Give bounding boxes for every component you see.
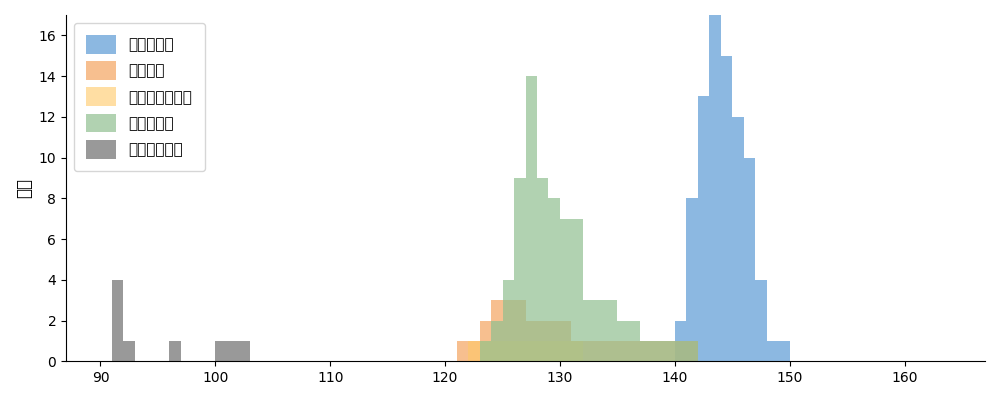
Bar: [606, 341, 617, 361]
Bar: [663, 341, 675, 361]
Bar: [457, 341, 468, 361]
Bar: [526, 341, 537, 361]
Bar: [123, 341, 135, 361]
Bar: [686, 341, 698, 361]
Bar: [629, 341, 640, 361]
Bar: [491, 320, 503, 361]
Bar: [686, 198, 698, 361]
Bar: [112, 280, 123, 361]
Bar: [468, 341, 480, 361]
Bar: [571, 341, 583, 361]
Bar: [583, 341, 594, 361]
Bar: [571, 341, 583, 361]
Bar: [755, 280, 767, 361]
Bar: [594, 300, 606, 361]
Bar: [778, 341, 790, 361]
Bar: [560, 341, 571, 361]
Bar: [594, 341, 606, 361]
Bar: [721, 56, 732, 361]
Bar: [503, 341, 514, 361]
Bar: [571, 219, 583, 361]
Bar: [629, 320, 640, 361]
Bar: [744, 158, 755, 361]
Bar: [526, 76, 537, 361]
Bar: [560, 219, 571, 361]
Y-axis label: 球数: 球数: [15, 178, 33, 198]
Bar: [640, 341, 652, 361]
Bar: [698, 96, 709, 361]
Bar: [514, 341, 526, 361]
Bar: [617, 341, 629, 361]
Bar: [503, 280, 514, 361]
Bar: [548, 341, 560, 361]
Bar: [675, 341, 686, 361]
Bar: [640, 341, 652, 361]
Bar: [514, 300, 526, 361]
Bar: [732, 117, 744, 361]
Bar: [652, 341, 663, 361]
Bar: [491, 341, 503, 361]
Bar: [537, 178, 548, 361]
Bar: [709, 15, 721, 361]
Bar: [480, 341, 491, 361]
Bar: [227, 341, 238, 361]
Bar: [537, 320, 548, 361]
Legend: ストレート, フォーク, チェンジアップ, スライダー, スローカーブ: ストレート, フォーク, チェンジアップ, スライダー, スローカーブ: [74, 23, 205, 171]
Bar: [663, 341, 675, 361]
Bar: [215, 341, 227, 361]
Bar: [468, 341, 480, 361]
Bar: [606, 300, 617, 361]
Bar: [548, 198, 560, 361]
Bar: [491, 300, 503, 361]
Bar: [686, 341, 698, 361]
Bar: [767, 341, 778, 361]
Bar: [652, 341, 663, 361]
Bar: [480, 341, 491, 361]
Bar: [583, 300, 594, 361]
Bar: [560, 320, 571, 361]
Bar: [514, 178, 526, 361]
Bar: [548, 320, 560, 361]
Bar: [675, 341, 686, 361]
Bar: [503, 300, 514, 361]
Bar: [526, 320, 537, 361]
Bar: [169, 341, 181, 361]
Bar: [675, 320, 686, 361]
Bar: [238, 341, 250, 361]
Bar: [537, 341, 548, 361]
Bar: [617, 320, 629, 361]
Bar: [480, 320, 491, 361]
